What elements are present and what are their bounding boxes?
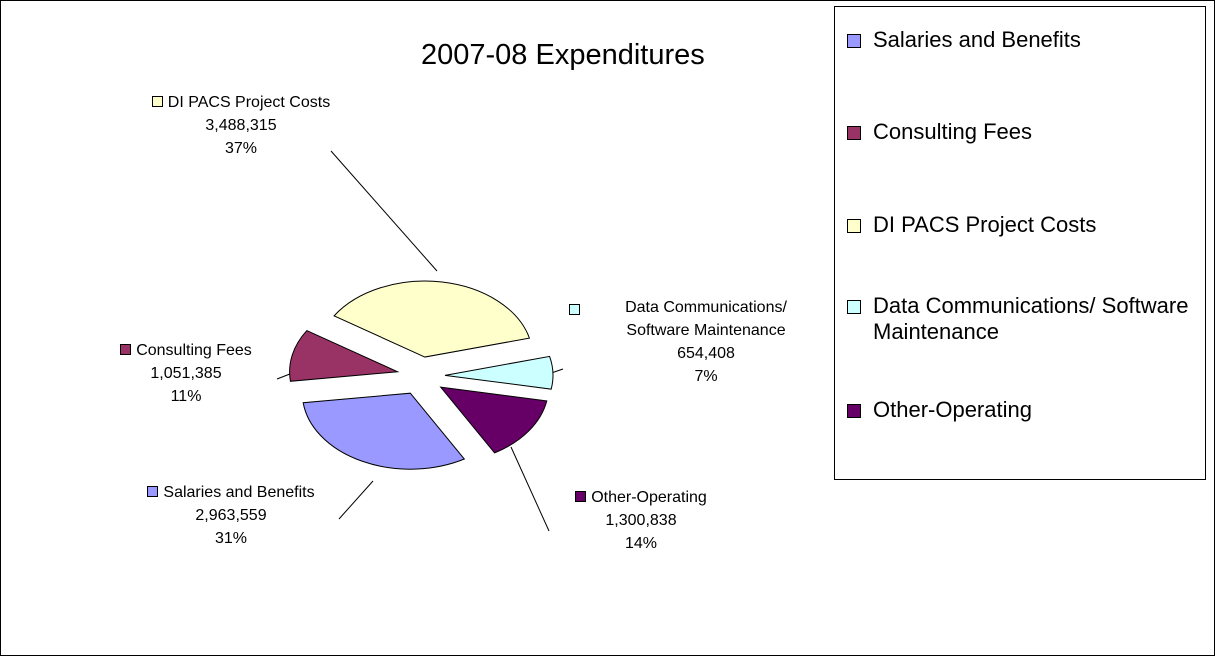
data-label: Data Communications/ Software Maintenanc… xyxy=(561,296,811,388)
label-value: 654,408 xyxy=(677,345,735,362)
legend-marker xyxy=(847,219,861,233)
legend-label: Other-Operating xyxy=(873,397,1032,422)
legend-label: DI PACS Project Costs xyxy=(873,212,1097,237)
label-percent: 14% xyxy=(624,535,658,552)
label-marker xyxy=(151,96,163,107)
pie-slice xyxy=(302,392,466,470)
legend-entry: Data Communications/ Software Maintenanc… xyxy=(847,293,1193,345)
chart-title: 2007-08 Expenditures xyxy=(421,39,705,71)
legend-entry: Salaries and Benefits xyxy=(847,27,1193,53)
legend: Salaries and Benefits Consulting Fees DI P… xyxy=(834,6,1206,480)
label-marker xyxy=(147,486,159,497)
legend-marker xyxy=(847,300,861,314)
leader-line xyxy=(510,446,550,532)
label-percent: 31% xyxy=(214,530,248,547)
data-label: Salaries and Benefits 2,963,559 31% xyxy=(101,481,361,550)
pie-slice xyxy=(333,280,531,358)
label-value: 3,488,315 xyxy=(205,117,277,134)
label-percent: 7% xyxy=(694,368,718,385)
data-label: Other-Operating 1,300,838 14% xyxy=(541,486,741,555)
label-percent: 37% xyxy=(224,140,258,157)
legend-marker xyxy=(847,126,861,140)
legend-entry: Consulting Fees xyxy=(847,119,1193,145)
pie-slice xyxy=(444,355,554,390)
label-name: Data Communications/ Software Maintenanc… xyxy=(625,299,787,339)
label-value: 1,051,385 xyxy=(150,365,222,382)
legend-entry: Other-Operating xyxy=(847,397,1193,423)
legend-marker xyxy=(847,404,861,418)
label-name: DI PACS Project Costs xyxy=(167,94,331,111)
label-marker xyxy=(575,491,587,502)
label-percent: 11% xyxy=(170,388,202,405)
leader-line xyxy=(338,480,374,520)
label-name: Other-Operating xyxy=(591,489,707,506)
label-marker xyxy=(120,344,132,355)
label-marker xyxy=(569,304,580,315)
legend-label: Salaries and Benefits xyxy=(873,27,1081,52)
label-name: Salaries and Benefits xyxy=(163,484,315,501)
data-label: DI PACS Project Costs 3,488,315 37% xyxy=(141,91,341,160)
leader-line xyxy=(330,150,438,272)
label-name: Consulting Fees xyxy=(136,342,252,359)
legend-label: Consulting Fees xyxy=(873,119,1032,144)
legend-entry: DI PACS Project Costs xyxy=(847,212,1193,238)
legend-label: Data Communications/ Software Maintenanc… xyxy=(873,293,1189,344)
data-label: Consulting Fees 1,051,385 11% xyxy=(91,339,281,408)
pie-slice xyxy=(439,386,548,454)
legend-marker xyxy=(847,34,861,48)
pie-slice xyxy=(289,329,400,382)
label-value: 2,963,559 xyxy=(195,507,267,524)
label-value: 1,300,838 xyxy=(605,512,677,529)
